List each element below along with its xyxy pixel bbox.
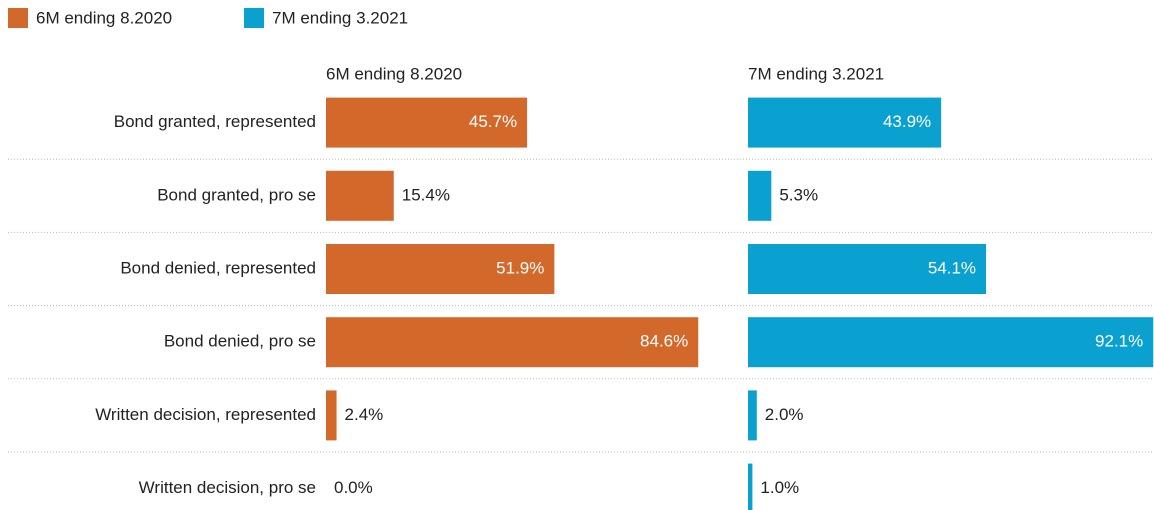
value-label: 0.0%	[334, 478, 373, 497]
legend-swatch	[244, 8, 264, 28]
bar	[326, 317, 699, 368]
panel-title: 6M ending 8.2020	[326, 64, 462, 83]
category-label: Bond denied, pro se	[164, 332, 316, 351]
category-label: Bond denied, represented	[120, 258, 316, 277]
value-label: 92.1%	[1095, 332, 1143, 351]
value-label: 45.7%	[469, 112, 517, 131]
legend-swatch	[8, 8, 28, 28]
bar	[748, 97, 942, 148]
value-label: 84.6%	[640, 332, 688, 351]
category-label: Written decision, pro se	[139, 478, 316, 497]
category-label: Bond granted, pro se	[157, 185, 316, 204]
bar	[326, 170, 394, 221]
bar	[748, 463, 753, 510]
legend-label: 7M ending 3.2021	[272, 8, 408, 27]
bar	[748, 317, 1154, 368]
legend-label: 6M ending 8.2020	[36, 8, 172, 27]
value-label: 1.0%	[760, 478, 799, 497]
bar	[326, 97, 528, 148]
bar	[326, 244, 555, 294]
bar	[326, 390, 337, 441]
bar	[748, 244, 987, 294]
value-label: 43.9%	[883, 112, 931, 131]
bar	[748, 170, 772, 221]
category-label: Bond granted, represented	[114, 112, 316, 131]
value-label: 15.4%	[402, 185, 450, 204]
value-label: 51.9%	[496, 258, 544, 277]
value-label: 2.4%	[345, 405, 384, 424]
value-label: 54.1%	[928, 258, 976, 277]
value-label: 2.0%	[765, 405, 804, 424]
category-label: Written decision, represented	[95, 405, 316, 424]
panel-title: 7M ending 3.2021	[748, 64, 884, 83]
bar	[748, 390, 757, 441]
value-label: 5.3%	[779, 185, 818, 204]
